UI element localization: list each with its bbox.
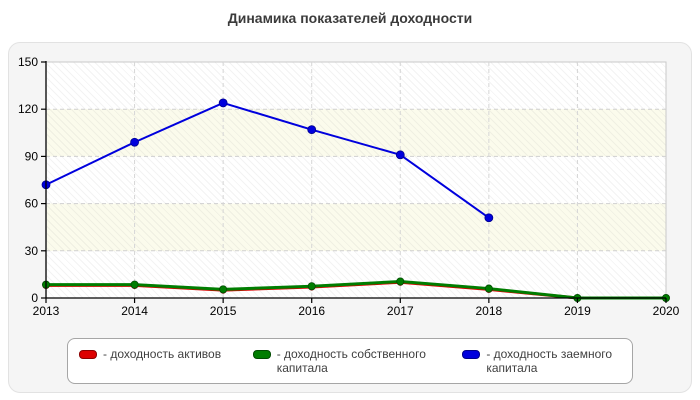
- legend-label-borrowed: - доходность заемного капитала: [486, 347, 613, 375]
- x-tick-label: 2015: [210, 304, 237, 318]
- legend-label-assets: - доходность активов: [103, 347, 222, 361]
- data-point-1: [307, 282, 316, 291]
- legend-item-equity: - доходность собственного капитала: [252, 347, 463, 375]
- x-tick-label: 2020: [653, 304, 680, 318]
- data-point-2: [484, 213, 494, 223]
- y-tick-label: 120: [18, 102, 38, 116]
- y-tick-label: 90: [25, 149, 39, 163]
- y-tick-label: 60: [25, 197, 39, 211]
- legend-label-equity: - доходность собственного капитала: [276, 347, 426, 375]
- y-tick-label: 150: [18, 55, 38, 69]
- plot-area-background: [47, 62, 666, 298]
- x-tick-label: 2013: [33, 304, 60, 318]
- series-line-1: [46, 279, 666, 300]
- x-tick-label: 2018: [476, 304, 503, 318]
- data-point-2: [218, 98, 228, 108]
- data-point-2: [130, 137, 139, 147]
- legend-swatch-equity-icon: [252, 350, 271, 359]
- data-point-1: [484, 284, 493, 293]
- data-point-2: [395, 150, 405, 160]
- y-tick-label: 30: [25, 244, 39, 258]
- x-tick-label: 2017: [387, 304, 414, 318]
- legend-item-assets: - доходность активов: [79, 347, 253, 361]
- data-point-1: [396, 277, 405, 286]
- legend: - доходность активов - доходность собств…: [67, 338, 633, 384]
- chart-title: Динамика показателей доходности: [227, 10, 473, 26]
- x-tick-label: 2016: [298, 304, 325, 318]
- plot-border: [45, 61, 667, 299]
- data-point-1: [130, 280, 139, 289]
- series-line-2: [45, 101, 490, 219]
- legend-swatch-borrowed-icon: [462, 350, 481, 359]
- legend-item-borrowed: - доходность заемного капитала: [462, 347, 632, 375]
- legend-swatch-assets-icon: [79, 350, 97, 359]
- data-point-2: [307, 125, 317, 135]
- data-point-1: [219, 285, 228, 294]
- y-tick-label: 0: [31, 291, 38, 305]
- x-tick-label: 2019: [564, 304, 591, 318]
- x-tick-label: 2014: [121, 304, 148, 318]
